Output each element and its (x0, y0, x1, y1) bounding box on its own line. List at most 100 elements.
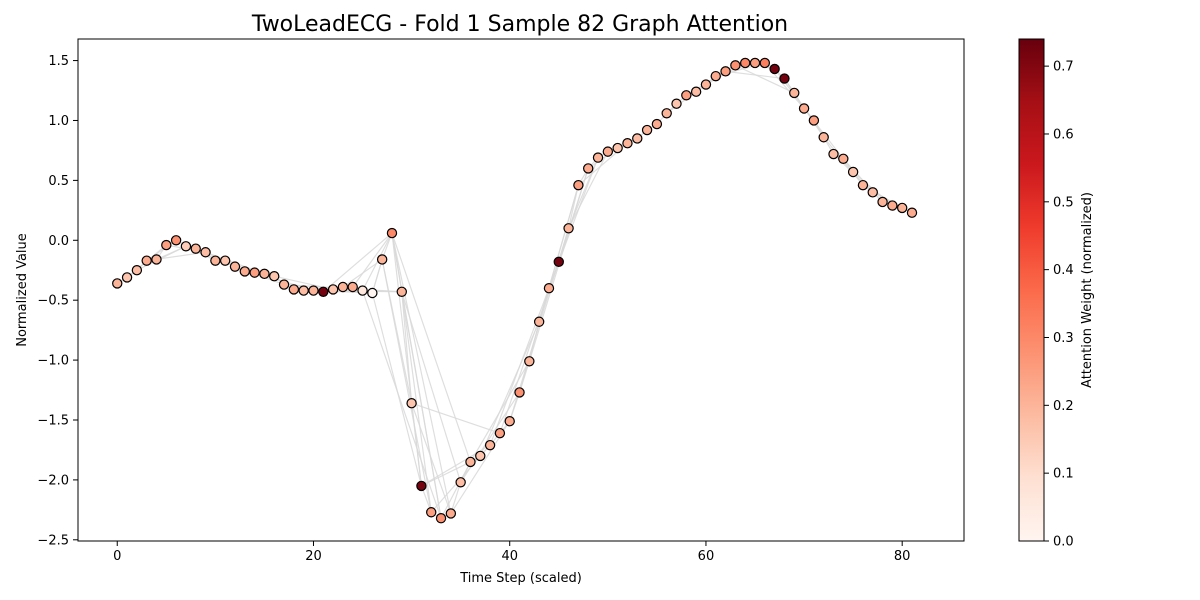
data-point (583, 163, 594, 174)
data-point (524, 356, 535, 367)
y-tick-label: 0.5 (48, 174, 69, 189)
data-point (808, 115, 820, 126)
data-point (563, 223, 574, 234)
colorbar-tick-label: 0.5 (1053, 195, 1074, 210)
data-point (573, 179, 584, 191)
graph-edge (381, 259, 432, 513)
colorbar-tick-label: 0.3 (1053, 331, 1074, 346)
data-point (269, 271, 280, 282)
graph-edge (568, 151, 609, 229)
data-point (759, 57, 771, 69)
data-point (622, 138, 633, 149)
x-axis-label: Time Step (scaled) (459, 571, 582, 586)
x-tick-label: 0 (113, 549, 121, 564)
data-point (847, 166, 859, 178)
colorbar (1018, 38, 1045, 542)
data-point (161, 239, 172, 251)
data-point (779, 73, 790, 84)
graph-edge (391, 232, 452, 514)
colorbar-tick-label: 0.2 (1053, 399, 1074, 414)
data-point (877, 196, 888, 208)
y-tick-label: 1.5 (48, 54, 69, 69)
data-point (347, 281, 358, 293)
graph-edge (391, 232, 403, 292)
x-tick-label: 40 (501, 549, 518, 564)
data-point (504, 415, 515, 427)
data-point (700, 79, 712, 90)
data-point (141, 255, 152, 266)
data-point (278, 279, 290, 290)
data-point (671, 98, 682, 109)
graph-edge (489, 287, 550, 446)
graph-edge (391, 232, 472, 463)
data-point (239, 266, 250, 277)
data-point (327, 284, 339, 295)
data-point (259, 268, 270, 280)
graph-edge (362, 232, 393, 291)
data-point (298, 285, 309, 296)
data-point (887, 200, 898, 211)
data-point (229, 261, 241, 272)
graph-edges (116, 62, 913, 519)
data-point (288, 284, 300, 295)
data-point (396, 286, 407, 297)
x-axis-ticks: 0 20 40 60 80 (113, 541, 910, 564)
data-point (465, 456, 476, 468)
data-point (730, 60, 741, 71)
data-point (612, 142, 623, 154)
y-tick-label: −2.0 (37, 473, 69, 488)
data-point (857, 179, 869, 191)
data-point (367, 287, 378, 299)
y-axis-ticks: 1.5 1.0 0.5 0.0 −0.5 −1.0 −1.5 −2.0 −2.5 (37, 54, 78, 548)
data-point (681, 90, 692, 101)
data-point (219, 255, 231, 266)
data-point (798, 103, 810, 114)
data-point (896, 202, 908, 214)
y-tick-label: −2.5 (37, 533, 69, 548)
data-point (131, 265, 143, 276)
data-point (632, 133, 643, 144)
y-tick-label: 1.0 (48, 114, 69, 129)
data-point (426, 507, 437, 518)
data-point (828, 148, 839, 160)
graph-edge (401, 291, 442, 519)
data-point (416, 480, 427, 492)
y-tick-label: −0.5 (37, 294, 69, 309)
graph-edge (411, 402, 501, 434)
data-point (249, 267, 260, 278)
graph-edge (735, 64, 795, 94)
data-point (867, 187, 878, 198)
data-point (592, 152, 604, 163)
data-point (180, 241, 192, 252)
data-point (406, 398, 417, 409)
graph-edge (450, 482, 462, 514)
graph-edge (421, 461, 471, 487)
data-point (318, 286, 329, 297)
graph-edge (411, 403, 452, 514)
data-point (376, 254, 388, 265)
data-point (710, 70, 721, 82)
chart-title: TwoLeadECG - Fold 1 Sample 82 Graph Atte… (251, 12, 788, 37)
data-point (749, 57, 761, 69)
data-point (553, 256, 564, 268)
colorbar-tick-label: 0.4 (1053, 263, 1074, 278)
graph-edge (518, 361, 530, 393)
graph-edge (371, 259, 383, 294)
graph-edge (401, 291, 462, 483)
data-point (475, 450, 486, 462)
plot-frame (77, 38, 965, 542)
colorbar-tick-label: 0.6 (1053, 127, 1074, 142)
graph-edge (479, 321, 540, 457)
data-point (121, 272, 133, 283)
data-point (308, 285, 319, 296)
colorbar-tick-label: 0.1 (1053, 467, 1074, 482)
data-point (818, 132, 829, 143)
data-point (200, 247, 211, 258)
data-point (906, 207, 918, 218)
data-point (445, 508, 457, 519)
graph-edge (361, 290, 442, 519)
y-tick-label: −1.5 (37, 413, 69, 428)
data-point (484, 439, 496, 451)
colorbar-ticks: 0.0 0.1 0.2 0.3 0.4 0.5 0.6 0.7 (1044, 60, 1074, 550)
